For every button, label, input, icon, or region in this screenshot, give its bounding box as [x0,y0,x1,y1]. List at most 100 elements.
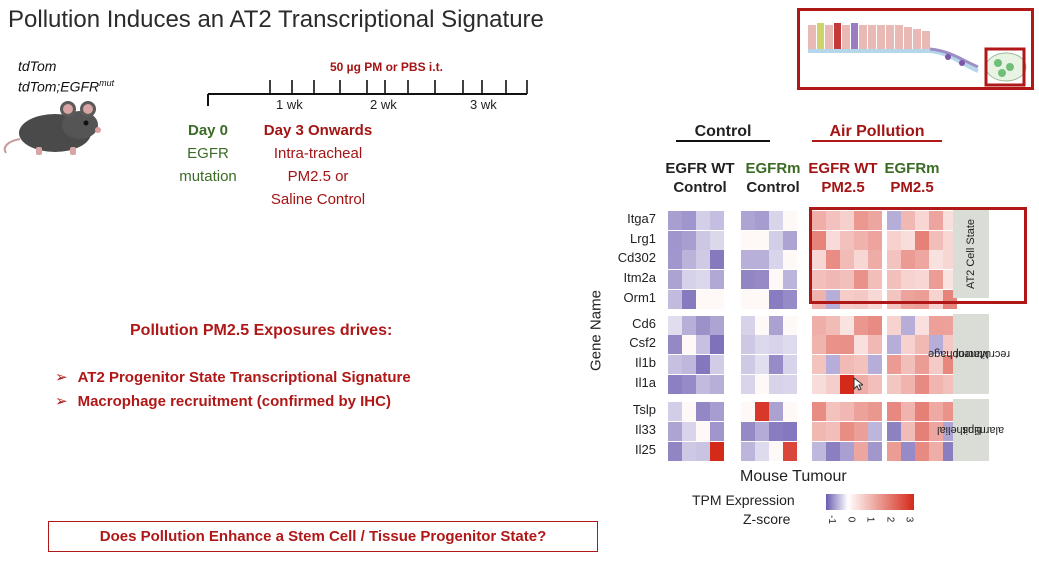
heatmap-cell [741,231,755,250]
drives-heading: Pollution PM2.5 Exposures drives: [130,322,393,339]
day3-line2: PM2.5 or [287,168,349,185]
heatmap-cell [840,442,854,461]
heatmap-cell [812,250,826,269]
heatmap-cell [769,402,783,421]
heatmap-cell [668,250,682,269]
heatmap-cell [696,375,710,394]
control-group-rule [676,140,770,142]
drives-item-2: ➢ Macrophage recruitment (confirmed by IH… [55,393,391,410]
heatmap-cell [741,422,755,441]
heatmap-cell [783,290,797,309]
heatmap-cell [915,375,929,394]
heatmap-cell [769,375,783,394]
heatmap-cell [710,355,724,374]
heatmap-cell [741,355,755,374]
mouse-cursor-icon [853,377,863,391]
heatmap-cell [901,335,915,354]
control-group-header: Control [694,123,752,140]
heatmap-cell [668,422,682,441]
heatmap-cell [812,290,826,309]
air-pollution-group-header: Air Pollution [829,123,925,140]
heatmap-cell [741,375,755,394]
heatmap-cell [710,290,724,309]
heatmap-cell [915,316,929,335]
treatment-label: 50 µg PM or PBS i.t. [330,60,443,74]
heatmap-cell [854,335,868,354]
heatmap-cell [929,290,943,309]
heatmap-cell [929,335,943,354]
heatmap-cell [668,316,682,335]
heatmap-cell [783,422,797,441]
heatmap-cell [769,355,783,374]
heatmap-cell [868,211,882,230]
gene-label: Tslp [632,402,656,417]
heatmap-cell [682,335,696,354]
heatmap-cell [682,355,696,374]
heatmap-cell [826,211,840,230]
heatmap-cell [812,316,826,335]
heatmap-cell [783,270,797,289]
heatmap-cell [696,211,710,230]
heatmap-cell [741,270,755,289]
heatmap-cell [826,442,840,461]
heatmap-cell [682,211,696,230]
heatmap-cell [741,442,755,461]
heatmap-cell [682,250,696,269]
heatmap-cell [915,422,929,441]
heatmap-cell [812,442,826,461]
heatmap-cell [710,211,724,230]
heatmap-cell [901,375,915,394]
heatmap-cell [783,402,797,421]
column-header-egfr-wt-pm25: EGFR WT PM2.5 [808,160,878,196]
heatmap-cell [901,402,915,421]
heatmap-cell [769,335,783,354]
heatmap-cell [696,250,710,269]
legend-ticks: -1 0 1 2 3 [824,512,918,534]
gene-label: Lrg1 [629,231,656,246]
heatmap-cell [812,270,826,289]
week-2-label: 2 wk [370,97,397,112]
heatmap-cell [812,211,826,230]
airway-illustration [808,23,1027,87]
heatmap-cell [682,442,696,461]
heatmap-cell [901,442,915,461]
legend-color-bar [826,494,914,510]
heatmap-cell [901,211,915,230]
x-axis-title: Mouse Tumour [740,468,847,485]
heatmap-cell [769,316,783,335]
at2-highlight-box [809,207,1027,304]
heatmap-cell [812,375,826,394]
heatmap-cell [741,290,755,309]
day3-title: Day 3 Onwards [263,122,373,139]
heatmap-cell [696,231,710,250]
heatmap-cell [854,231,868,250]
heatmap-cell [826,270,840,289]
heatmap-cell [901,316,915,335]
heatmap-cell [901,250,915,269]
heatmap-cell [812,335,826,354]
heatmap-cell [783,211,797,230]
heatmap-cell [929,402,943,421]
heatmap-cell [868,422,882,441]
day3-line1: Intra-tracheal [273,145,363,162]
gene-label: Cd6 [632,316,656,331]
heatmap-cell [929,270,943,289]
heatmap-cell [710,422,724,441]
heatmap-cell [668,402,682,421]
heatmap-cell [826,335,840,354]
heatmap-cell [769,270,783,289]
heatmap-cell [826,375,840,394]
heatmap-cell [783,250,797,269]
heatmap-cell [887,290,901,309]
day3-line3: Saline Control [270,191,366,208]
heatmap-cell [854,442,868,461]
column-header-egfr-wt-control: EGFR WT Control [665,160,735,196]
heatmap-cell [868,290,882,309]
heatmap-cell [769,442,783,461]
heatmap-cell [812,402,826,421]
heatmap-cell [929,422,943,441]
gene-label: Cd302 [617,250,656,265]
heatmap-cell [868,335,882,354]
heatmap-cell [915,355,929,374]
heatmap-cell [854,211,868,230]
